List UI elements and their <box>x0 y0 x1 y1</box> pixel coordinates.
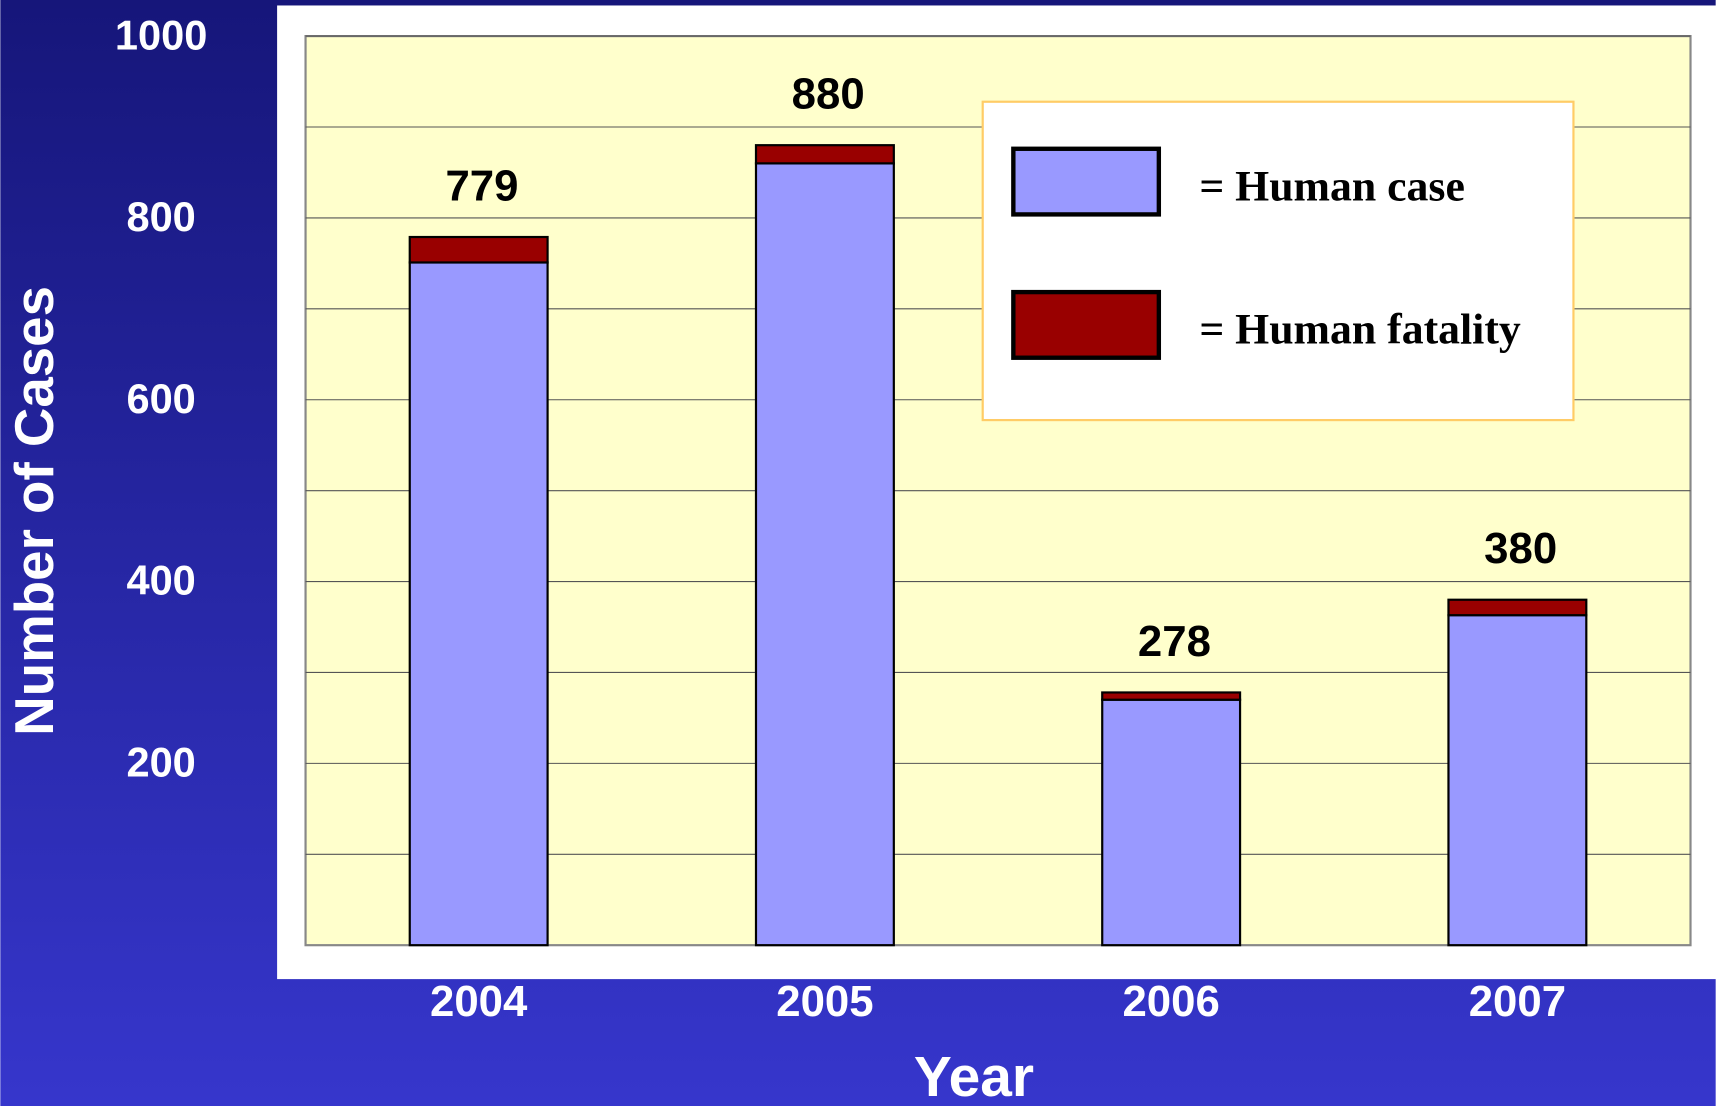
bar-segment <box>1447 598 1588 617</box>
y-axis-label: Number of Cases <box>3 286 65 736</box>
y-tick-label: 400 <box>126 557 195 604</box>
bar-segment <box>408 235 549 264</box>
bar-segment <box>408 261 549 947</box>
bars <box>408 144 1588 947</box>
x-tick-label: 2007 <box>1469 977 1566 1026</box>
bar-segment <box>1101 698 1242 947</box>
bar-segment <box>1101 691 1242 701</box>
x-tick-label: 2004 <box>430 977 528 1026</box>
y-tick-label: 1000 <box>115 11 207 58</box>
total-label: 380 <box>1484 524 1557 573</box>
legend-label: = Human fatality <box>1199 306 1521 354</box>
bar-segment <box>754 162 895 947</box>
legend-swatch <box>1011 146 1162 217</box>
bar-segment <box>754 144 895 165</box>
x-tick-label: 2006 <box>1122 977 1219 1026</box>
x-tick-label: 2005 <box>776 977 873 1026</box>
total-label: 779 <box>445 161 518 210</box>
y-tick-label: 800 <box>126 193 195 240</box>
bar-segment <box>1447 614 1588 947</box>
x-axis-label: Year <box>914 1046 1034 1106</box>
total-label: 880 <box>792 70 865 119</box>
legend: = Human case = Human fatality <box>1011 146 1521 360</box>
y-tick-label: 200 <box>126 739 195 786</box>
legend-swatch <box>1011 289 1162 360</box>
total-label: 278 <box>1138 617 1211 666</box>
legend-label: = Human case <box>1199 162 1465 210</box>
y-tick-label: 600 <box>126 375 195 422</box>
